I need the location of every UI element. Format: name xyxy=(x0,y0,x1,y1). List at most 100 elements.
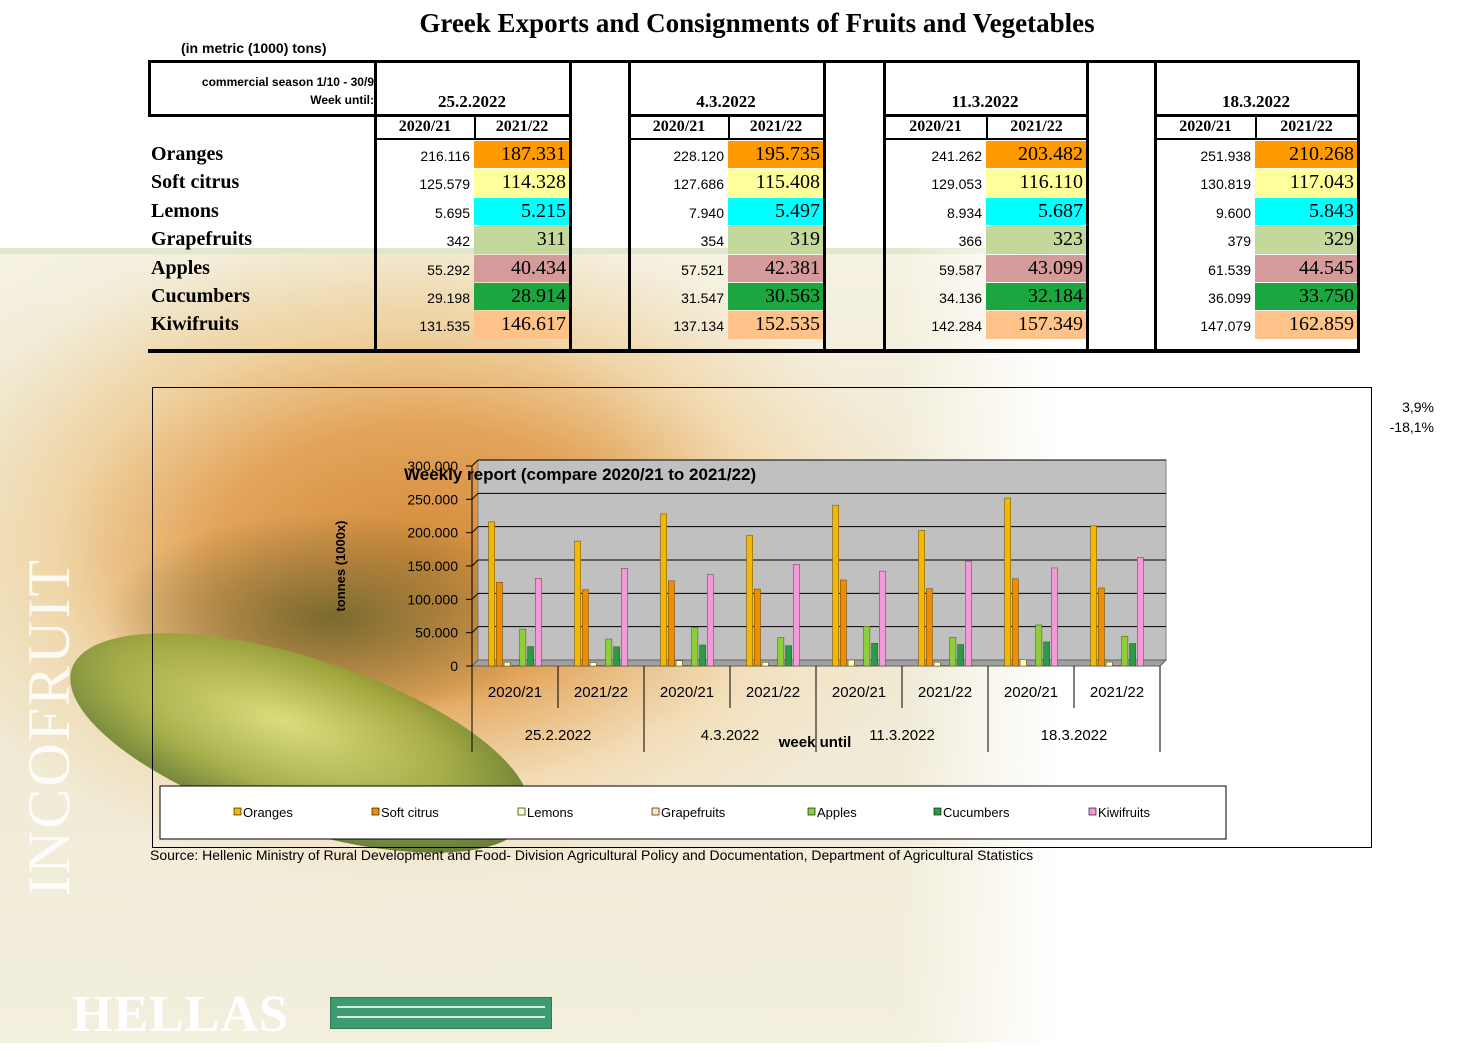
table-header-rule xyxy=(374,114,570,117)
bar-oranges xyxy=(1004,497,1011,667)
bar-cucumbers xyxy=(699,644,706,667)
x-tick-label: 2020/21 xyxy=(660,684,714,701)
bar-grapefruits xyxy=(941,665,949,667)
bar-kiwifruits xyxy=(535,578,542,667)
value-2021-22: 5.497 xyxy=(728,197,824,226)
page-title: Greek Exports and Consignments of Fruits… xyxy=(419,8,1095,38)
legend-label: Kiwifruits xyxy=(1098,805,1151,820)
bar-apples xyxy=(605,638,613,667)
value-2021-22: 42.381 xyxy=(728,254,824,282)
legend-swatch xyxy=(1088,807,1097,816)
value-2020-21: 61.539 xyxy=(1208,261,1251,278)
group-label: 25.2.2022 xyxy=(525,727,592,744)
value-2021-22: 116.110 xyxy=(986,169,1087,197)
bar-kiwifruits xyxy=(621,568,628,667)
bar-cucumbers xyxy=(613,646,620,667)
legend-swatch xyxy=(933,807,942,816)
bar-soft-citrus xyxy=(1098,587,1105,667)
table-header-rule xyxy=(628,114,824,117)
bar-grapefruits xyxy=(597,665,605,667)
week-header: 25.2.2022 xyxy=(438,92,506,111)
value-2021-22: 43.099 xyxy=(986,254,1087,282)
legend-swatch xyxy=(517,807,526,816)
row-label: Lemons xyxy=(151,199,219,222)
bar-kiwifruits xyxy=(879,570,886,667)
bar-lemons xyxy=(1019,659,1027,667)
table-column-rule xyxy=(628,60,631,349)
value-2020-21: 125.579 xyxy=(419,176,470,193)
table-header-rule xyxy=(1154,114,1358,117)
value-2020-21: 137.134 xyxy=(673,318,724,335)
table-column-rule xyxy=(1154,60,1157,349)
table-column-rule xyxy=(728,116,730,140)
table-top-rule xyxy=(374,60,570,63)
gridline xyxy=(471,592,479,600)
table-bottom-rule xyxy=(148,349,1360,353)
value-2020-21: 130.819 xyxy=(1200,176,1251,193)
year-header: 2020/21 xyxy=(652,118,706,135)
value-2021-22: 32.184 xyxy=(986,283,1087,311)
value-2020-21: 36.099 xyxy=(1208,290,1251,306)
group-label: 11.3.2022 xyxy=(869,727,935,744)
legend-swatch xyxy=(371,807,380,816)
bar-grapefruits xyxy=(855,665,863,667)
year-header: 2020/21 xyxy=(398,118,452,135)
value-2020-21: 241.262 xyxy=(931,148,982,164)
value-2021-22: 5.687 xyxy=(986,197,1087,226)
y-axis-label: tonnes (1000x) xyxy=(333,520,348,611)
legend-swatch xyxy=(233,807,242,816)
y-tick-label: 200.000 xyxy=(407,525,458,541)
table-column-rule xyxy=(474,116,476,140)
y-tick-label: 0 xyxy=(450,658,458,674)
value-2020-21: 228.120 xyxy=(673,148,724,164)
bar-lemons xyxy=(761,662,769,667)
value-2020-21: 251.938 xyxy=(1200,148,1251,164)
season-label: commercial season 1/10 - 30/9 xyxy=(201,75,374,89)
bar-lemons xyxy=(847,659,855,667)
value-2021-22: 146.617 xyxy=(474,311,570,339)
value-2021-22: 152.535 xyxy=(728,311,824,339)
value-2021-22: 210.268 xyxy=(1255,141,1358,169)
bar-oranges xyxy=(1090,525,1097,667)
value-2021-22: 329 xyxy=(1255,226,1358,254)
group-label: 18.3.2022 xyxy=(1041,727,1108,744)
value-2020-21: 55.292 xyxy=(427,261,470,278)
legend-label: Soft citrus xyxy=(381,805,439,820)
bar-soft-citrus xyxy=(926,588,933,667)
value-2021-22: 5.843 xyxy=(1255,197,1358,226)
legend-label: Grapefruits xyxy=(661,805,726,820)
bar-kiwifruits xyxy=(965,560,972,667)
year-header: 2021/22 xyxy=(495,118,549,135)
legend-swatch xyxy=(651,807,660,816)
bar-apples xyxy=(1035,624,1043,667)
bar-soft-citrus xyxy=(840,579,847,667)
bar-grapefruits xyxy=(511,665,519,667)
bar-oranges xyxy=(488,521,495,667)
bar-apples xyxy=(519,628,527,667)
bar-cucumbers xyxy=(1129,643,1136,667)
bar-apples xyxy=(777,637,785,667)
value-2021-22: 187.331 xyxy=(474,141,570,169)
value-2020-21: 127.686 xyxy=(673,176,724,193)
bar-cucumbers xyxy=(785,645,792,667)
bar-lemons xyxy=(675,660,683,667)
value-2020-21: 147.079 xyxy=(1200,318,1251,335)
y-tick-label: 300.000 xyxy=(407,458,458,474)
legend-box xyxy=(159,785,1227,840)
value-2020-21: 34.136 xyxy=(939,290,982,306)
value-2021-22: 40.434 xyxy=(474,254,570,282)
bar-kiwifruits xyxy=(1051,567,1058,667)
gridline xyxy=(471,526,479,534)
value-2020-21: 31.547 xyxy=(681,290,724,306)
week-header: 4.3.2022 xyxy=(696,92,756,111)
x-tick-label: 2021/22 xyxy=(746,684,800,701)
value-2020-21: 29.198 xyxy=(427,290,470,306)
legend-label: Cucumbers xyxy=(943,805,1010,820)
year-header: 2020/21 xyxy=(1179,118,1232,135)
gridline xyxy=(471,492,479,500)
value-2021-22: 311 xyxy=(474,226,570,254)
bar-soft-citrus xyxy=(754,588,761,667)
value-2020-21: 379 xyxy=(1227,233,1251,250)
value-2021-22: 203.482 xyxy=(986,141,1087,169)
